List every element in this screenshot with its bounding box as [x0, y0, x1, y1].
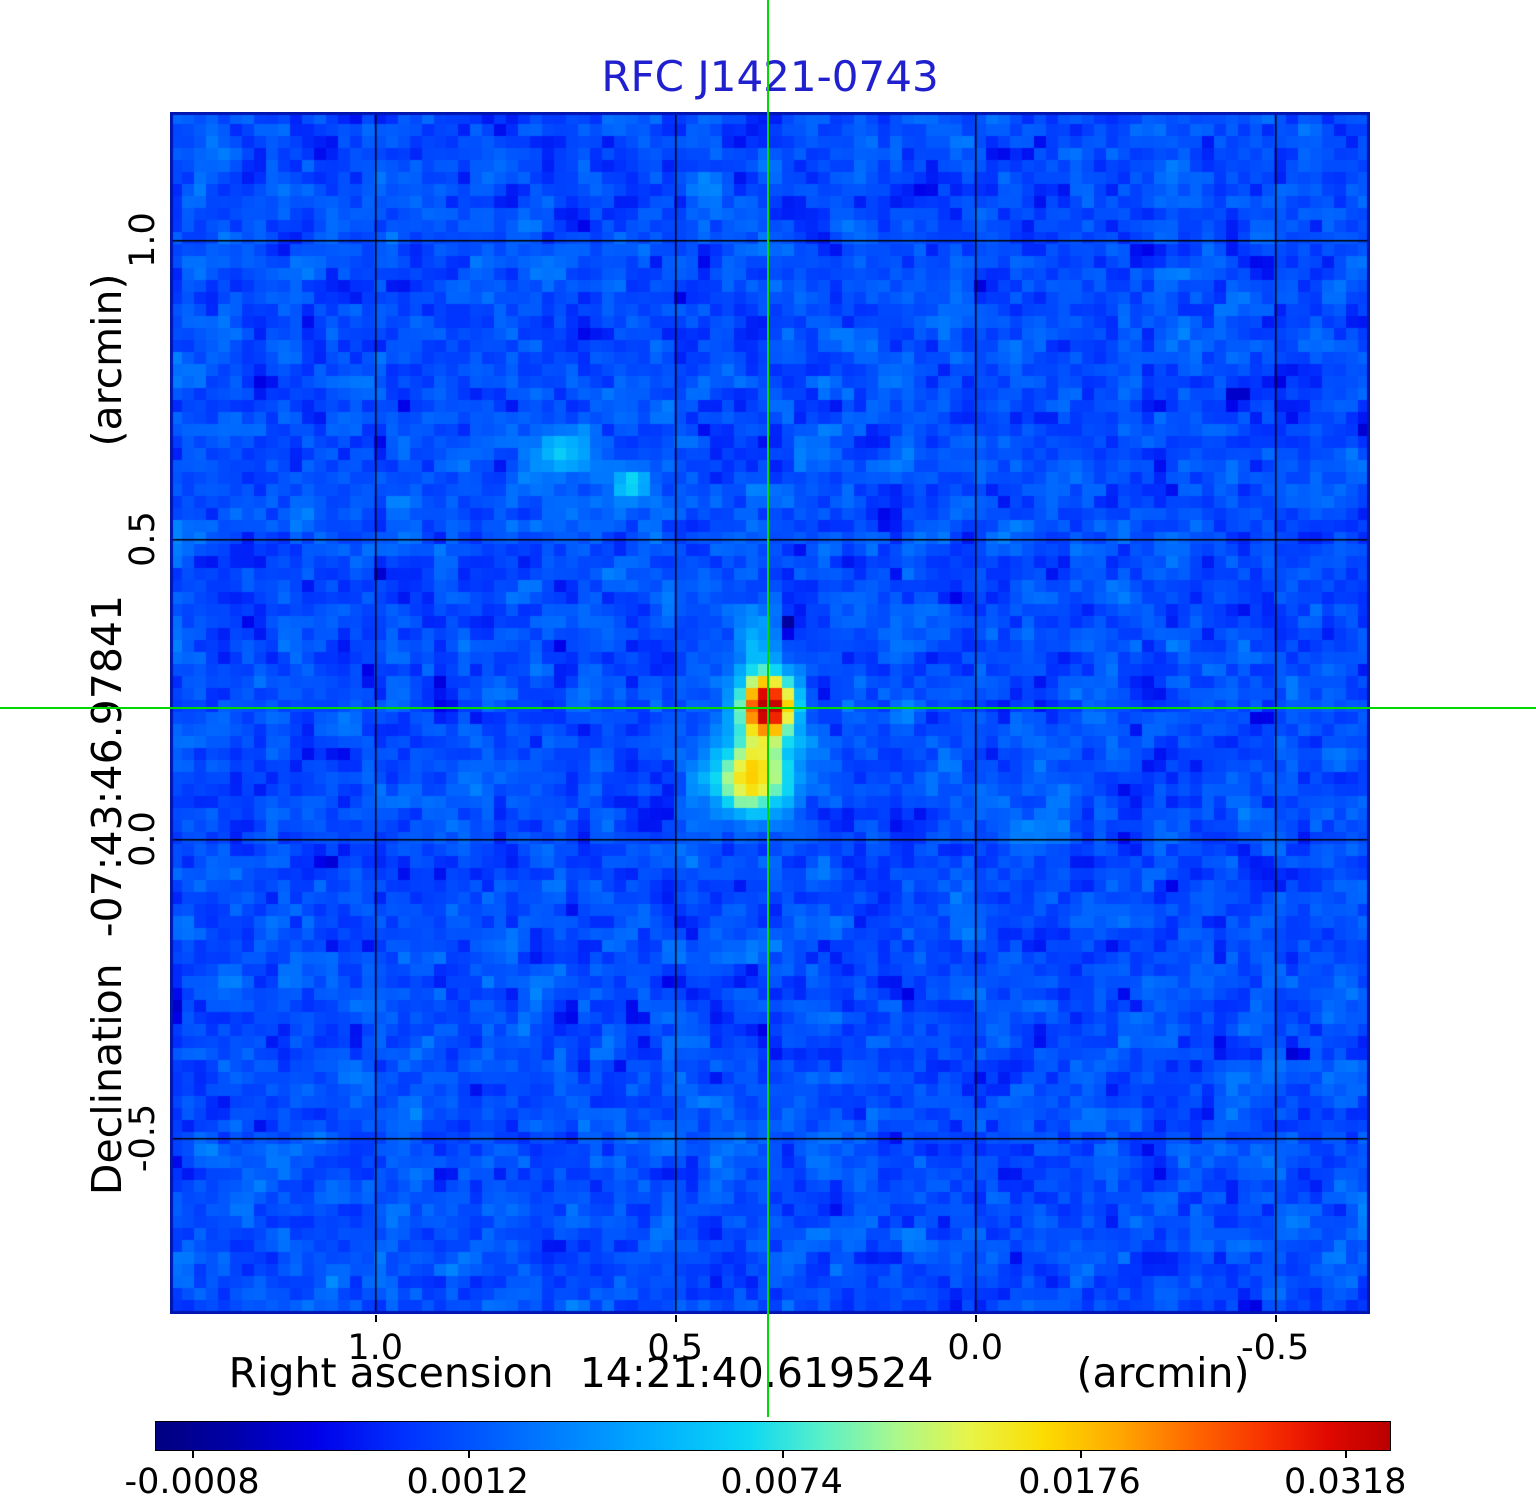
colorbar-tick-mark: [781, 1451, 784, 1458]
figure-title: RFC J1421-0743: [601, 52, 939, 101]
radio-intensity-heatmap-canvas[interactable]: [170, 112, 1370, 1314]
x-axis-tick-mark: [375, 1315, 378, 1322]
colorbar-tick-label: 0.0012: [406, 1462, 529, 1502]
y-axis-unit-label: (arcmin): [83, 273, 131, 447]
colorbar-tick-label: 0.0318: [1284, 1462, 1407, 1502]
y-axis-tick-label: 1.0: [123, 212, 163, 268]
colorbar-tick-mark: [1079, 1451, 1082, 1458]
crosshair-horizontal-line: [0, 706, 1536, 709]
colorbar-tick-mark: [1345, 1451, 1348, 1458]
x-axis-unit-label: (arcmin): [1076, 1349, 1250, 1397]
x-axis-tick-label: 0.5: [647, 1328, 704, 1368]
x-axis-tick-mark: [975, 1315, 978, 1322]
x-axis-tick-label: 1.0: [347, 1328, 404, 1368]
y-axis-tick-label: 0.0: [123, 810, 163, 867]
colorbar-tick-mark: [192, 1451, 195, 1458]
x-axis-tick-mark: [1275, 1315, 1278, 1322]
colorbar-gradient: [155, 1421, 1391, 1451]
colorbar-tick-mark: [467, 1451, 470, 1458]
colorbar-tick-label: 0.0176: [1018, 1462, 1141, 1502]
y-axis-tick-label: -0.5: [123, 1103, 163, 1173]
y-axis-tick-label: 0.5: [123, 511, 163, 568]
colorbar-tick-label: 0.0074: [720, 1462, 843, 1502]
x-axis-tick-label: 0.0: [947, 1328, 1004, 1368]
colorbar-tick-label: -0.0008: [124, 1462, 260, 1502]
map-plot-area[interactable]: [170, 112, 1370, 1314]
x-axis-tick-mark: [675, 1315, 678, 1322]
x-axis-tick-label: -0.5: [1241, 1328, 1310, 1368]
x-axis-right-ascension-label: Right ascension 14:21:40.619524: [228, 1349, 934, 1397]
